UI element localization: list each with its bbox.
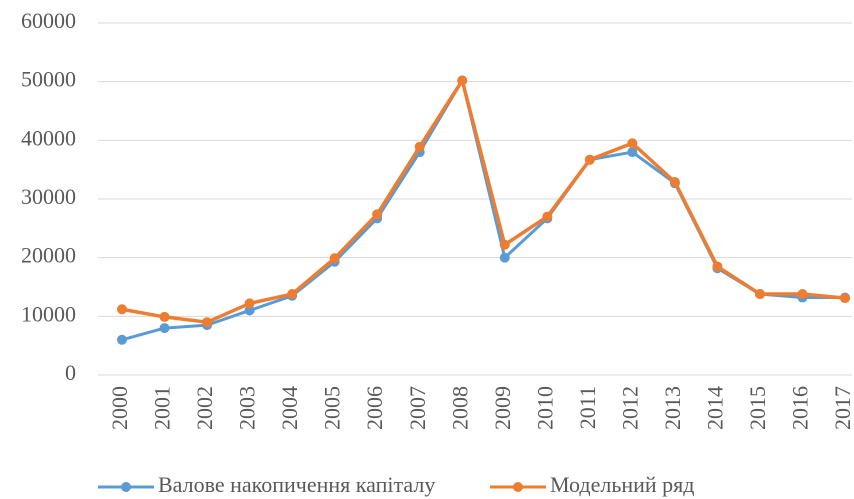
x-tick-label: 2013 (660, 386, 685, 430)
series-marker (712, 261, 723, 272)
y-tick-label: 30000 (21, 184, 76, 209)
series-marker (117, 304, 127, 315)
x-tick-label: 2017 (830, 386, 854, 430)
x-tick-label: 2007 (405, 386, 430, 430)
x-tick-label: 2010 (532, 386, 557, 430)
x-tick-label: 2015 (745, 386, 770, 430)
legend-item: Валове накопичення капіталу (98, 472, 435, 497)
x-tick-label: 2003 (235, 386, 260, 430)
series-marker (457, 75, 468, 86)
series-marker (797, 289, 808, 300)
y-tick-label: 40000 (21, 125, 76, 150)
series-marker (244, 305, 255, 316)
x-tick-label: 2009 (490, 386, 515, 430)
y-tick-label: 60000 (21, 8, 76, 33)
legend-label: Модельний ряд (550, 472, 694, 497)
series-marker (840, 293, 850, 304)
series-line (121, 78, 845, 342)
series-marker (287, 289, 298, 300)
series-marker (542, 211, 553, 222)
series-marker (159, 323, 170, 334)
series-marker (117, 334, 127, 345)
x-tick-label: 2016 (788, 386, 813, 430)
series-line (121, 78, 846, 324)
x-tick-label: 2006 (362, 386, 387, 430)
x-tick-label: 2000 (107, 386, 132, 430)
legend-marker (513, 482, 523, 492)
x-tick-label: 2005 (320, 386, 345, 430)
series-marker (499, 239, 510, 250)
y-tick-label: 20000 (21, 243, 76, 268)
series-marker (627, 147, 638, 158)
series-marker (329, 253, 340, 264)
x-tick-label: 2011 (575, 386, 600, 429)
legend-marker (121, 482, 131, 492)
series-marker (372, 209, 383, 220)
series-marker (414, 141, 425, 152)
series-marker (202, 317, 213, 328)
legend-item: Модельний ряд (490, 472, 694, 497)
x-tick-label: 2014 (702, 386, 727, 430)
x-tick-label: 2002 (192, 386, 217, 430)
series-marker (669, 176, 680, 187)
series-marker (627, 138, 638, 149)
legend-label: Валове накопичення капіталу (158, 472, 435, 497)
y-tick-label: 50000 (21, 67, 76, 92)
x-tick-label: 2012 (617, 386, 642, 430)
x-tick-label: 2008 (447, 386, 472, 430)
series-marker (159, 311, 170, 322)
series-marker (499, 252, 510, 263)
y-tick-label: 0 (65, 360, 76, 385)
y-tick-label: 10000 (21, 301, 76, 326)
series-marker (754, 289, 765, 300)
series-marker (584, 154, 595, 165)
series-marker (244, 298, 255, 309)
x-tick-label: 2004 (277, 386, 302, 430)
x-tick-label: 2001 (150, 386, 175, 430)
